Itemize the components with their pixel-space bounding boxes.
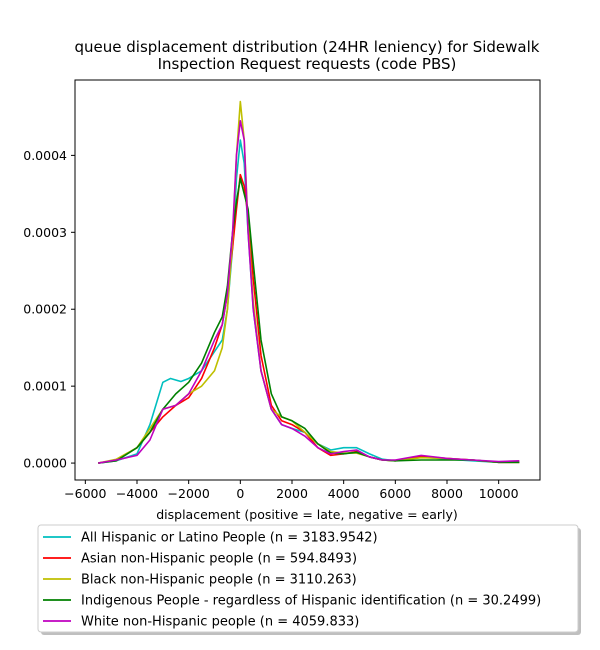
- x-tick-label: 8000: [431, 486, 463, 501]
- x-tick-label: 4000: [328, 486, 360, 501]
- y-tick-label: 0.0003: [23, 225, 67, 240]
- legend-box: [37, 524, 579, 633]
- x-tick-label: 2000: [276, 486, 308, 501]
- x-tick-label: 10000: [479, 486, 519, 501]
- x-axis: −6000 −4000 −2000 0 2000 4000 6000 8000 10000: [64, 480, 519, 501]
- x-tick-label: −4000: [116, 486, 158, 501]
- y-tick-label: 0.0002: [23, 302, 67, 317]
- y-tick-label: 0.0004: [23, 148, 67, 163]
- x-tick-label: 6000: [379, 486, 411, 501]
- series-lines: [98, 100, 520, 464]
- legend-label: Indigenous People - regardless of Hispan…: [81, 594, 541, 609]
- y-axis: 0.0000 0.0001 0.0002 0.0003 0.0004: [23, 148, 75, 471]
- y-tick-label: 0.0001: [23, 379, 67, 394]
- x-tick-label: −6000: [64, 486, 106, 501]
- legend-label: All Hispanic or Latino People (n = 3183.…: [81, 531, 378, 546]
- legend-label: Asian non-Hispanic people (n = 594.8493): [81, 552, 357, 567]
- x-axis-label: displacement (positive = late, negative …: [156, 507, 458, 522]
- plot-frame: [74, 79, 541, 481]
- y-tick-label: 0.0000: [23, 456, 67, 471]
- legend-label: Black non-Hispanic people (n = 3110.263): [81, 573, 357, 588]
- chart-title-line-1: queue displacement distribution (24HR le…: [75, 38, 540, 56]
- series-line-5: [98, 119, 520, 464]
- x-tick-label: −2000: [168, 486, 210, 501]
- x-tick-label: 0: [236, 486, 244, 501]
- legend-label: White non-Hispanic people (n = 4059.833): [81, 615, 359, 630]
- chart-title-line-2: Inspection Request requests (code PBS): [158, 55, 457, 73]
- legend: All Hispanic or Latino People (n = 3183.…: [37, 524, 581, 635]
